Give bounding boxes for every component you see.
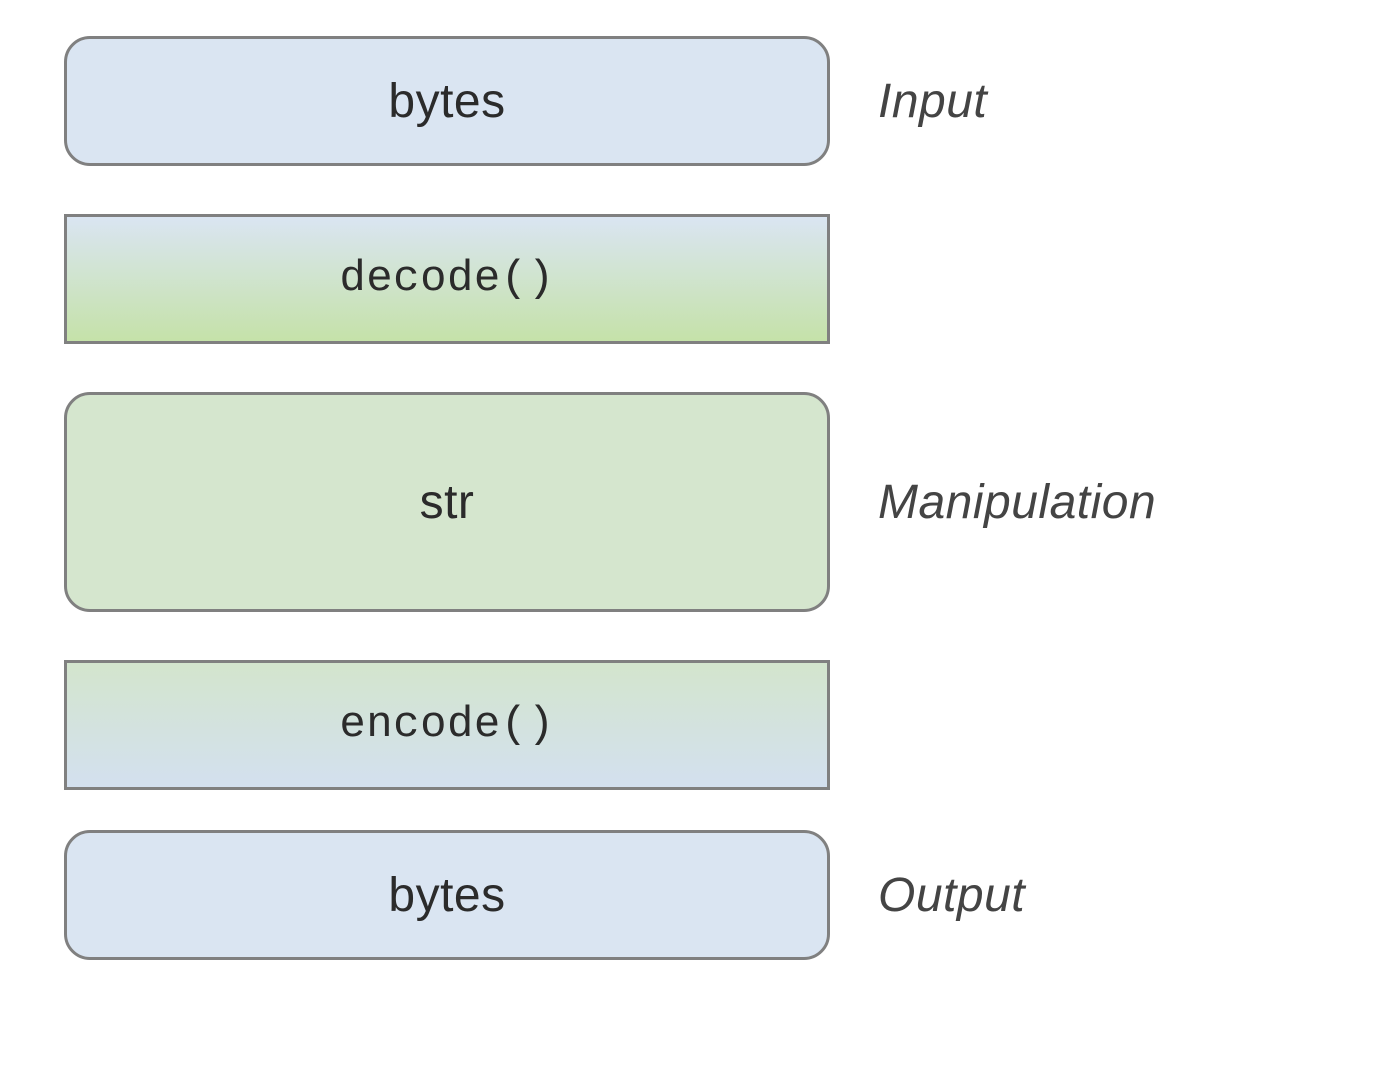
box-text-decode: decode() xyxy=(339,254,554,304)
label-manipulation: Manipulation xyxy=(878,475,1156,530)
label-input: Input xyxy=(878,74,987,129)
row-bytes-output: bytes Output xyxy=(64,830,1324,960)
box-text-str: str xyxy=(420,475,475,530)
label-output: Output xyxy=(878,868,1025,923)
box-bytes-input: bytes xyxy=(64,36,830,166)
row-bytes-input: bytes Input xyxy=(64,36,1324,166)
box-bytes-output: bytes xyxy=(64,830,830,960)
row-encode: encode() xyxy=(64,660,1324,790)
box-text-bytes-output: bytes xyxy=(388,868,505,923)
box-text-bytes-input: bytes xyxy=(388,74,505,129)
row-str: str Manipulation xyxy=(64,392,1324,612)
box-text-encode: encode() xyxy=(339,700,554,750)
row-decode: decode() xyxy=(64,214,1324,344)
box-str: str xyxy=(64,392,830,612)
box-decode: decode() xyxy=(64,214,830,344)
encoding-flow-diagram: bytes Input decode() str Manipulation en… xyxy=(64,36,1324,960)
box-encode: encode() xyxy=(64,660,830,790)
